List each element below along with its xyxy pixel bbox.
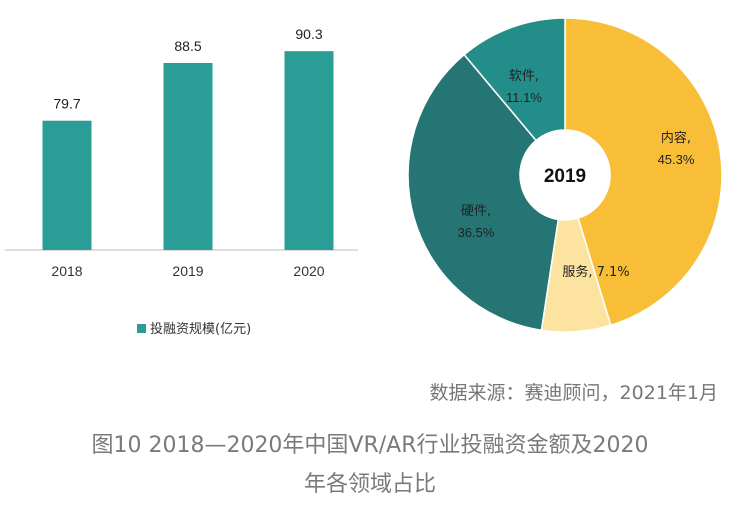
legend-swatch xyxy=(137,324,146,333)
bar-2020 xyxy=(284,51,334,250)
slice-label-1: 服务, 7.1% xyxy=(562,264,629,280)
slice-label-0: 内容, xyxy=(661,130,691,146)
pie-chart: 内容, 45.3% 服务, 7.1% 硬件, 36.5% 软件, 11.1% 2019 xyxy=(407,17,723,333)
slice-label-3: 软件, xyxy=(509,69,539,84)
bar-2018 xyxy=(42,120,92,250)
donut-hole xyxy=(520,130,610,220)
slice-0 xyxy=(564,17,723,327)
bar-chart: 79.7 2018 88.5 2019 90.3 2020 投融资规模(亿元) xyxy=(5,26,358,337)
legend-label: 投融资规模(亿元) xyxy=(150,321,251,337)
slice-pct-2: 36.5% xyxy=(458,225,495,240)
data-label-2019: 88.5 xyxy=(174,38,201,54)
slice-pct-3: 11.1% xyxy=(506,90,542,105)
source-note: 数据来源：赛迪顾问，2021年1月 xyxy=(429,382,718,404)
x-tick-label-2018: 2018 xyxy=(51,263,82,279)
donut-center-label: 2019 xyxy=(544,166,586,187)
x-tick-label-2020: 2020 xyxy=(293,263,324,279)
data-label-2020: 90.3 xyxy=(295,26,322,42)
x-tick-label-2019: 2019 xyxy=(172,263,203,279)
bar-2019 xyxy=(163,62,213,250)
slice-pct-0: 45.3% xyxy=(658,152,695,167)
slice-label-2: 硬件, xyxy=(461,204,491,219)
data-label-2018: 79.7 xyxy=(53,96,80,112)
figure-caption-line2: 年各领域占比 xyxy=(303,472,436,497)
figure-caption-line1: 图10 2018—2020年中国VR/AR行业投融资金额及2020 xyxy=(91,433,649,458)
